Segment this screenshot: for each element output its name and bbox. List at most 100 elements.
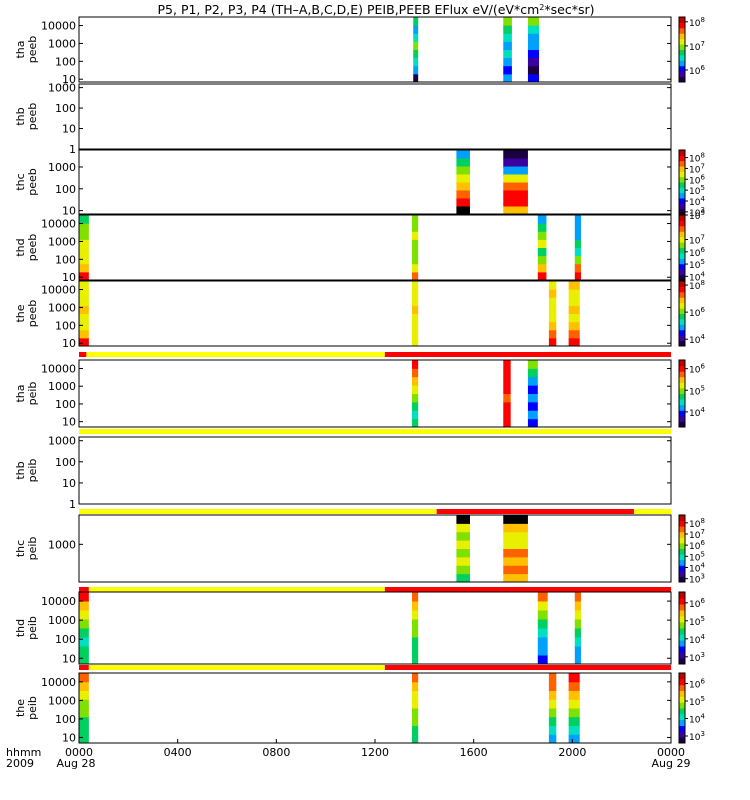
colorbar-tick-label: 106: [689, 306, 705, 319]
x-date-end: Aug 29: [652, 757, 691, 770]
spectrogram-cell: [456, 540, 470, 549]
spectrogram-cell: [412, 725, 419, 735]
spectrogram-cell: [79, 321, 89, 331]
spectrogram-block: [79, 281, 89, 347]
colorbar-cell: [679, 393, 685, 400]
colorbar-frame: [678, 280, 686, 347]
colorbar-tick-label: 103: [689, 206, 705, 219]
spectrogram-cell: [412, 247, 419, 257]
spectrogram-cell: [412, 592, 419, 602]
spectrogram-cell: [412, 610, 419, 620]
colorbar-cell: [679, 302, 685, 309]
y-tick-label: 10000: [41, 218, 76, 231]
spectrogram-cell: [456, 182, 470, 191]
colorbar-tick-base: 10: [689, 733, 701, 743]
colorbar-tick-exp: 9: [700, 209, 704, 217]
colorbar-tick-exp: 6: [700, 246, 705, 254]
colorbar-tick-exp: 5: [700, 258, 704, 266]
y-tick-label: 1000: [48, 435, 76, 448]
spectrogram-cell: [574, 637, 581, 647]
colorbar-cell: [679, 678, 685, 686]
spectrogram-cell: [412, 281, 419, 290]
spectrogram-cell: [503, 166, 528, 175]
spectrogram-cell: [527, 41, 540, 50]
colorbar-tick-label: 105: [689, 258, 705, 271]
spectrogram-cell: [413, 49, 419, 59]
colorbar-tick-base: 10: [689, 636, 701, 646]
spectrogram-cell: [456, 174, 470, 183]
x-tick-label: 1200: [361, 746, 389, 759]
colorbar-cell: [679, 387, 685, 394]
spectrogram-block: [456, 515, 470, 583]
colorbar-cell: [679, 622, 685, 629]
spectrogram-cell: [548, 708, 557, 718]
panel-label-probe: thc: [14, 173, 27, 190]
colorbar-tick-exp: 5: [700, 384, 704, 392]
colorbar-tick-base: 10: [689, 273, 701, 283]
spectrogram-cell: [527, 393, 538, 403]
spectrogram-cell: [527, 360, 538, 369]
spectrogram-cell: [568, 725, 580, 735]
spectrogram-cell: [537, 271, 547, 281]
spectrogram-cell: [79, 255, 89, 265]
spectrogram-cell: [412, 393, 419, 403]
colorbar-cell: [679, 570, 685, 577]
panel-frame: [78, 280, 672, 347]
spectrogram-cell: [456, 515, 470, 524]
spectrogram-cell: [412, 637, 419, 647]
spectrogram-cell: [412, 690, 419, 700]
colorbar-tick-label: 106: [689, 246, 705, 259]
x-axis: hhmm 2009 Aug 28 Aug 29 0000 0400 0800 1200…: [6, 739, 690, 770]
colorbar-cell: [679, 646, 685, 653]
colorbar-frame: [678, 672, 686, 744]
colorbar-tick-exp: 6: [700, 363, 705, 371]
colorbar-cell: [679, 598, 685, 605]
y-tick-label: 10: [62, 271, 76, 284]
colorbar-cell: [679, 258, 685, 265]
colorbar-cell: [679, 690, 685, 697]
spectrogram-cell: [412, 418, 419, 428]
colorbar-cell: [679, 340, 685, 347]
spectrogram-block: [456, 150, 470, 215]
spectrogram-cell: [548, 725, 557, 735]
spectrogram-cell: [412, 297, 419, 306]
colorbar-cell: [679, 60, 685, 67]
spectrogram-cell: [568, 681, 580, 691]
colorbar-tick-label: 103: [689, 730, 705, 743]
spectrogram-cell: [503, 25, 512, 34]
spectrogram-cell: [503, 33, 512, 42]
x-tick-label: 0000: [657, 746, 685, 759]
colorbar-cell: [679, 208, 685, 215]
spectrogram-cell: [413, 41, 419, 50]
spectrogram-cell: [413, 33, 419, 42]
spectrogram-cell: [503, 360, 511, 369]
spectrogram-cell: [79, 313, 89, 323]
colorbar-cell: [679, 616, 685, 623]
panel-frame: [78, 591, 672, 665]
y-tick-label: 100: [55, 633, 76, 646]
y-tick-label: 10: [62, 477, 76, 490]
spectrogram-cell: [574, 231, 581, 240]
spectrogram-block: [568, 673, 580, 744]
colorbar-cell: [679, 297, 685, 304]
colorbar-tick-base: 10: [689, 43, 701, 53]
y-tick-label: 10000: [41, 362, 76, 375]
y-tick-label: 100: [55, 183, 76, 196]
spectrogram-cell: [79, 610, 89, 620]
spectrogram-cell: [503, 17, 512, 26]
y-tick-label: 10000: [41, 676, 76, 689]
spectrogram-cell: [503, 418, 511, 428]
spectrogram-block: [527, 17, 540, 83]
spectrogram-cell: [412, 619, 419, 629]
colorbar-frame: [678, 149, 686, 215]
colorbar-tick-label: 107: [689, 40, 705, 53]
spectrogram-cell: [568, 321, 580, 331]
colorbar-tick-exp: 6: [700, 306, 705, 314]
colorbar-cell: [679, 421, 685, 428]
colorbar-cell: [679, 658, 685, 665]
y-tick-label: 10: [62, 416, 76, 429]
